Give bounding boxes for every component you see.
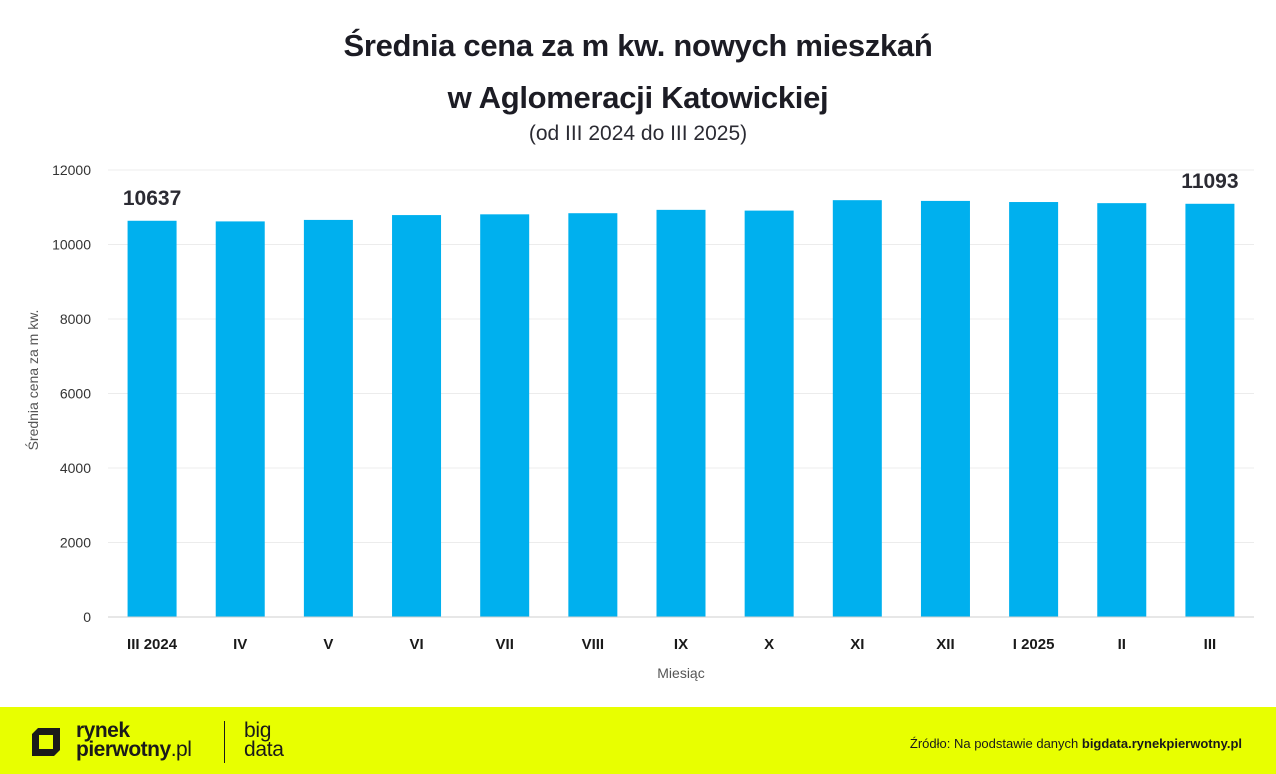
x-tick-label: XII: [936, 636, 954, 653]
bar: [656, 209, 706, 618]
bar: [127, 220, 177, 618]
source-note: Źródło: Na podstawie danych bigdata.ryne…: [910, 736, 1242, 751]
logo-word-rynek: rynek: [76, 719, 130, 742]
y-tick-label: 8000: [60, 311, 91, 327]
x-tick-label: I 2025: [1013, 636, 1055, 653]
x-tick-label: VIII: [582, 636, 605, 653]
logo-divider: [224, 721, 225, 763]
x-tick-label: X: [764, 636, 774, 653]
rynekpierwotny-logo-icon: [32, 728, 60, 756]
bar: [392, 215, 442, 617]
source-prefix: Źródło: Na podstawie danych: [909, 736, 1082, 751]
logo-suffix: .pl: [170, 738, 192, 761]
bar: [568, 213, 618, 617]
bars: [127, 200, 1235, 618]
x-tick-label: III 2024: [127, 636, 178, 653]
y-tick-label: 0: [83, 609, 91, 625]
y-tick-label: 6000: [60, 386, 91, 402]
x-tick-label: VII: [496, 636, 514, 653]
x-tick-label: II: [1118, 636, 1126, 653]
y-tick-label: 12000: [52, 162, 91, 178]
source-link[interactable]: bigdata.rynekpierwotny.pl: [1081, 736, 1242, 751]
bar: [303, 219, 353, 618]
logo-word-pierwotny: pierwotny: [76, 738, 171, 761]
bar: [1185, 203, 1235, 617]
x-tick-label: IV: [233, 636, 247, 653]
bar-chart: 0 2000 4000 6000 8000 10000 12000 III 2024 IV V V…: [24, 162, 1254, 681]
bar: [920, 200, 970, 618]
data-label: 10637: [123, 187, 181, 210]
bar: [832, 200, 882, 618]
chart-subtitle: (od III 2024 do III 2025): [528, 122, 748, 145]
y-tick-label: 10000: [52, 237, 91, 253]
x-tick-label: VI: [409, 636, 423, 653]
x-tick-label: V: [323, 636, 333, 653]
chart-title-line2: w Aglomeracji Katowickiej: [447, 80, 829, 115]
chart-title-line1: Średnia cena za m kw. nowych mieszkań: [343, 28, 933, 63]
x-axis-label: Miesiąc: [657, 665, 704, 681]
x-tick-label: XI: [850, 636, 864, 653]
y-axis-ticks: 0 2000 4000 6000 8000 10000 12000: [52, 162, 91, 625]
bar: [215, 221, 265, 617]
data-label: 11093: [1181, 170, 1238, 193]
rynekpierwotny-logo[interactable]: rynek pierwotny.pl: [76, 719, 192, 761]
x-tick-label: III: [1204, 636, 1217, 653]
big-data-word-data: data: [244, 738, 284, 761]
big-data-word-big: big: [244, 719, 272, 742]
bar: [744, 210, 794, 618]
y-tick-label: 4000: [60, 460, 91, 476]
y-axis-label: Średnia cena za m kw.: [24, 310, 41, 451]
x-axis-ticks: III 2024 IV V VI VII VIII IX X XI XII I 2025 II III: [127, 636, 1216, 653]
bar: [1097, 203, 1147, 617]
big-data-logo[interactable]: big data: [244, 719, 284, 761]
footer-bar: rynek pierwotny.pl big data Źródło: Na p…: [0, 707, 1276, 774]
data-labels: 10637 11093: [123, 170, 1239, 210]
bar: [480, 214, 530, 617]
y-tick-label: 2000: [60, 535, 91, 551]
bar: [1009, 202, 1059, 617]
x-tick-label: IX: [674, 636, 688, 653]
